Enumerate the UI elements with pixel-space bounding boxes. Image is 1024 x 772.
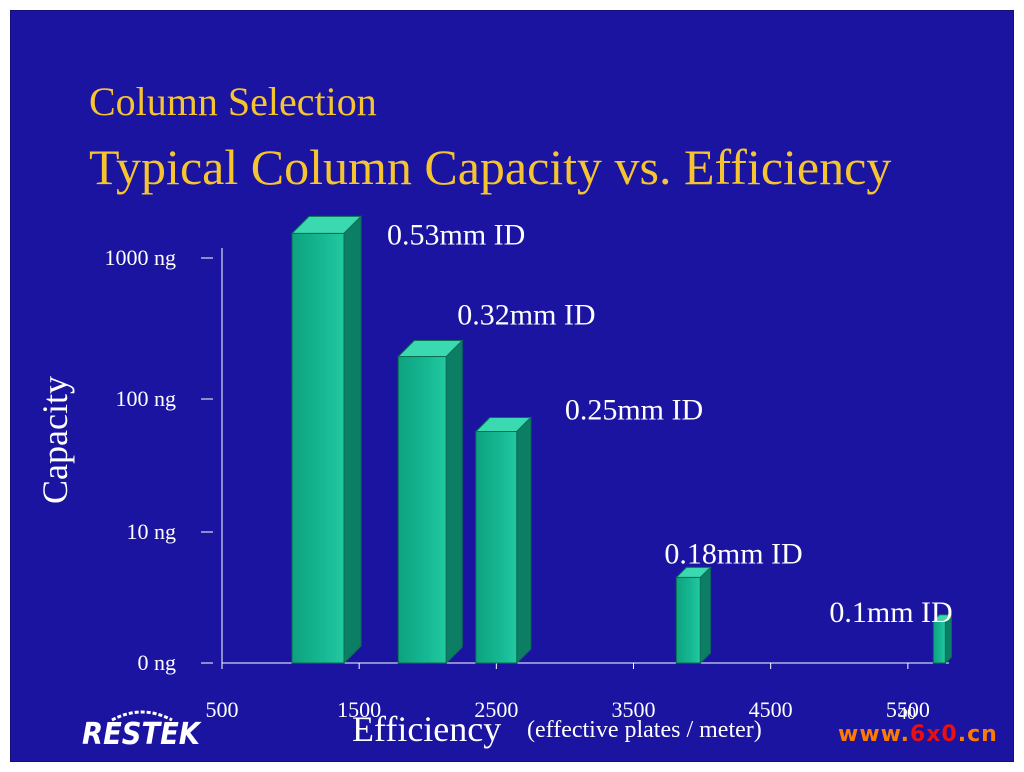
y-tick-label: 0 ng: [138, 650, 177, 675]
page-number: 40: [898, 703, 916, 723]
watermark-prefix: www.: [838, 722, 910, 747]
x-tick-label: 500: [206, 697, 239, 722]
watermark: www.6x0.cn: [838, 722, 998, 747]
bar-side: [343, 215, 362, 665]
chart-bars: [290, 215, 953, 665]
bar-side: [944, 613, 952, 665]
y-tick-label: 1000 ng: [105, 245, 177, 270]
slide-subtitle: Column Selection: [89, 79, 377, 124]
bar-front: [397, 356, 447, 664]
bar-label: 0.1mm ID: [829, 596, 952, 629]
bar: [675, 566, 712, 665]
x-tick-label: 3500: [612, 697, 656, 722]
slide-title: Typical Column Capacity vs. Efficiency: [89, 139, 892, 195]
bar-label: 0.18mm ID: [664, 537, 802, 570]
x-tick-label: 4500: [749, 697, 793, 722]
x-tick-label: 2500: [474, 697, 518, 722]
x-tick-label: 5500: [886, 697, 930, 722]
y-tick-label: 100 ng: [116, 386, 177, 411]
svg-text:RESTEK: RESTEK: [82, 717, 203, 748]
x-axis-label-note: (effective plates / meter): [527, 717, 762, 743]
y-axis-label: Capacity: [35, 376, 75, 504]
bar-label: 0.25mm ID: [565, 393, 703, 426]
chart-bar-labels: 0.53mm ID 0.32mm ID 0.25mm ID 0.18mm ID 0.1m…: [387, 218, 953, 628]
bar-label: 0.32mm ID: [457, 299, 595, 332]
chart-tick-labels: 0 ng 10 ng 100 ng 1000 ng 500 1500 2500 3500 450…: [105, 245, 930, 722]
watermark-middle: 6x0: [909, 722, 958, 747]
bar: [397, 339, 464, 665]
x-tick-label: 1500: [337, 697, 381, 722]
y-tick-label: 10 ng: [127, 519, 177, 544]
bar-label: 0.53mm ID: [387, 218, 525, 251]
bar-side: [445, 339, 463, 665]
bar-front: [475, 430, 518, 664]
bar-side: [516, 416, 532, 665]
watermark-suffix: .cn: [957, 722, 998, 747]
bar: [932, 613, 953, 665]
x-axis-label: Efficiency: [352, 709, 502, 749]
restek-logo: RESTEK: [82, 710, 203, 748]
bar: [474, 416, 533, 665]
bar-front: [291, 232, 345, 664]
bar-front: [675, 576, 701, 664]
bar: [290, 215, 363, 665]
bar-side: [699, 566, 711, 665]
